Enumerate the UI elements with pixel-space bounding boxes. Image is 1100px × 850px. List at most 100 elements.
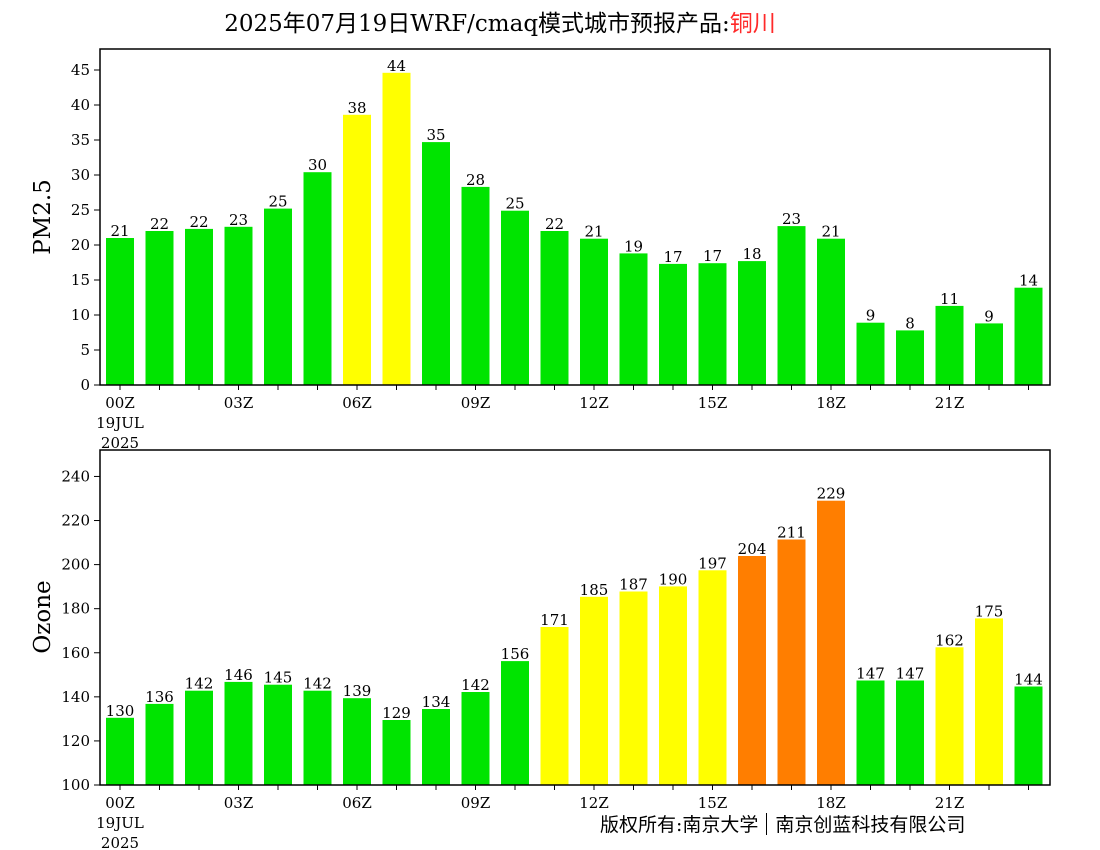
bar-value-label: 142 [303,675,332,693]
bar-value-label: 229 [817,485,846,503]
bar [343,698,371,785]
y-tick-label: 35 [71,131,90,149]
bar [580,596,608,785]
x-tick-label: 03Z [224,794,254,812]
bar-value-label: 171 [540,611,569,629]
bar-value-label: 25 [505,195,524,213]
bar [106,717,134,785]
y-tick-label: 30 [71,166,90,184]
bar-value-label: 162 [935,631,964,649]
y-tick-label: 180 [61,600,90,618]
bar [422,709,450,785]
bar [777,226,806,385]
bar [145,231,174,385]
y-tick-label: 120 [61,732,90,750]
bar-value-label: 147 [856,665,885,683]
bar-value-label: 17 [703,247,722,265]
x-tick-label: 00Z [105,394,135,412]
bar-value-label: 28 [466,171,485,189]
bar [619,253,648,385]
bar-value-label: 147 [896,665,925,683]
bar [659,586,687,785]
x-tick-label: 12Z [579,394,609,412]
bar [501,210,529,385]
bar [185,690,213,785]
bar-value-label: 35 [426,126,445,144]
x-tick-label: 15Z [698,794,728,812]
bar-value-label: 204 [738,540,767,558]
bar-value-label: 146 [224,666,253,684]
y-axis-label: PM2.5 [30,179,56,255]
x-tick-label: 15Z [698,394,728,412]
y-tick-label: 200 [61,556,90,574]
y-tick-label: 10 [71,306,90,324]
bar [303,172,332,385]
bar-value-label: 9 [984,307,994,325]
bar-value-label: 134 [422,693,451,711]
bar [738,261,766,385]
y-axis-label: Ozone [30,580,56,653]
copyright-owner-company: 南京创蓝科技有限公司 [775,814,966,836]
y-tick-label: 15 [71,271,90,289]
bar [659,263,687,385]
x-date-label: 2025 [101,434,139,452]
x-tick-label: 06Z [342,394,372,412]
bar-value-label: 30 [308,156,327,174]
bar-value-label: 23 [782,210,801,228]
bar-value-label: 38 [347,99,366,117]
bar [856,680,885,785]
x-date-label: 2025 [101,834,139,850]
bar [619,591,648,785]
chart-title: 2025年07月19日WRF/cmaq模式城市预报产品:铜川 [0,4,1000,38]
bar [738,556,766,785]
bar [343,114,371,386]
chart-panel-pm25: 21 22 22 23 25 30 38 44 35 28 25 22 21 19 17 17 18 23 21 9 8… [30,48,1051,452]
y-tick-label: 140 [61,688,90,706]
title-text: 2025年07月19日WRF/cmaq模式城市预报产品: [224,11,730,37]
bar [303,690,332,785]
x-date-label: 19JUL [96,414,144,432]
bar [975,323,1003,385]
bar [540,231,569,385]
copyright-owner-university: 版权所有:南京大学 [600,814,759,836]
x-tick-label: 21Z [935,394,965,412]
bar [264,208,292,385]
bar-value-label: 18 [742,245,761,263]
bar-value-label: 136 [145,688,174,706]
y-tick-label: 0 [80,376,90,394]
bar-value-label: 130 [106,702,135,720]
bar-value-label: 144 [1014,671,1043,689]
bar [896,330,924,385]
bar-value-label: 21 [584,223,603,241]
bar-value-label: 197 [698,554,727,572]
bar-value-label: 139 [343,682,372,700]
bar [224,681,253,785]
y-tick-label: 220 [61,512,90,530]
bar [106,238,134,385]
bar-value-label: 21 [821,223,840,241]
bar [975,618,1003,785]
plot-frame [99,449,1051,786]
bar-value-label: 190 [659,570,688,588]
bar [145,703,174,785]
copyright-notice: 版权所有:南京大学 南京创蓝科技有限公司 [600,810,965,837]
bar [540,627,569,785]
x-date-label: 19JUL [96,814,144,832]
y-tick-label: 5 [80,341,90,359]
bar-value-label: 8 [905,314,915,332]
bar [896,680,924,785]
x-tick-label: 06Z [342,794,372,812]
bar [817,500,845,785]
bar [224,226,253,385]
bar-value-label: 145 [264,669,293,687]
bar-value-label: 9 [866,307,876,325]
bar-value-label: 19 [624,237,643,255]
bar [698,570,727,785]
bar [935,305,964,385]
x-tick-label: 12Z [579,794,609,812]
bar [382,720,411,785]
bar [777,539,806,785]
x-tick-label: 00Z [105,794,135,812]
bar [817,238,845,385]
bar [382,72,411,386]
